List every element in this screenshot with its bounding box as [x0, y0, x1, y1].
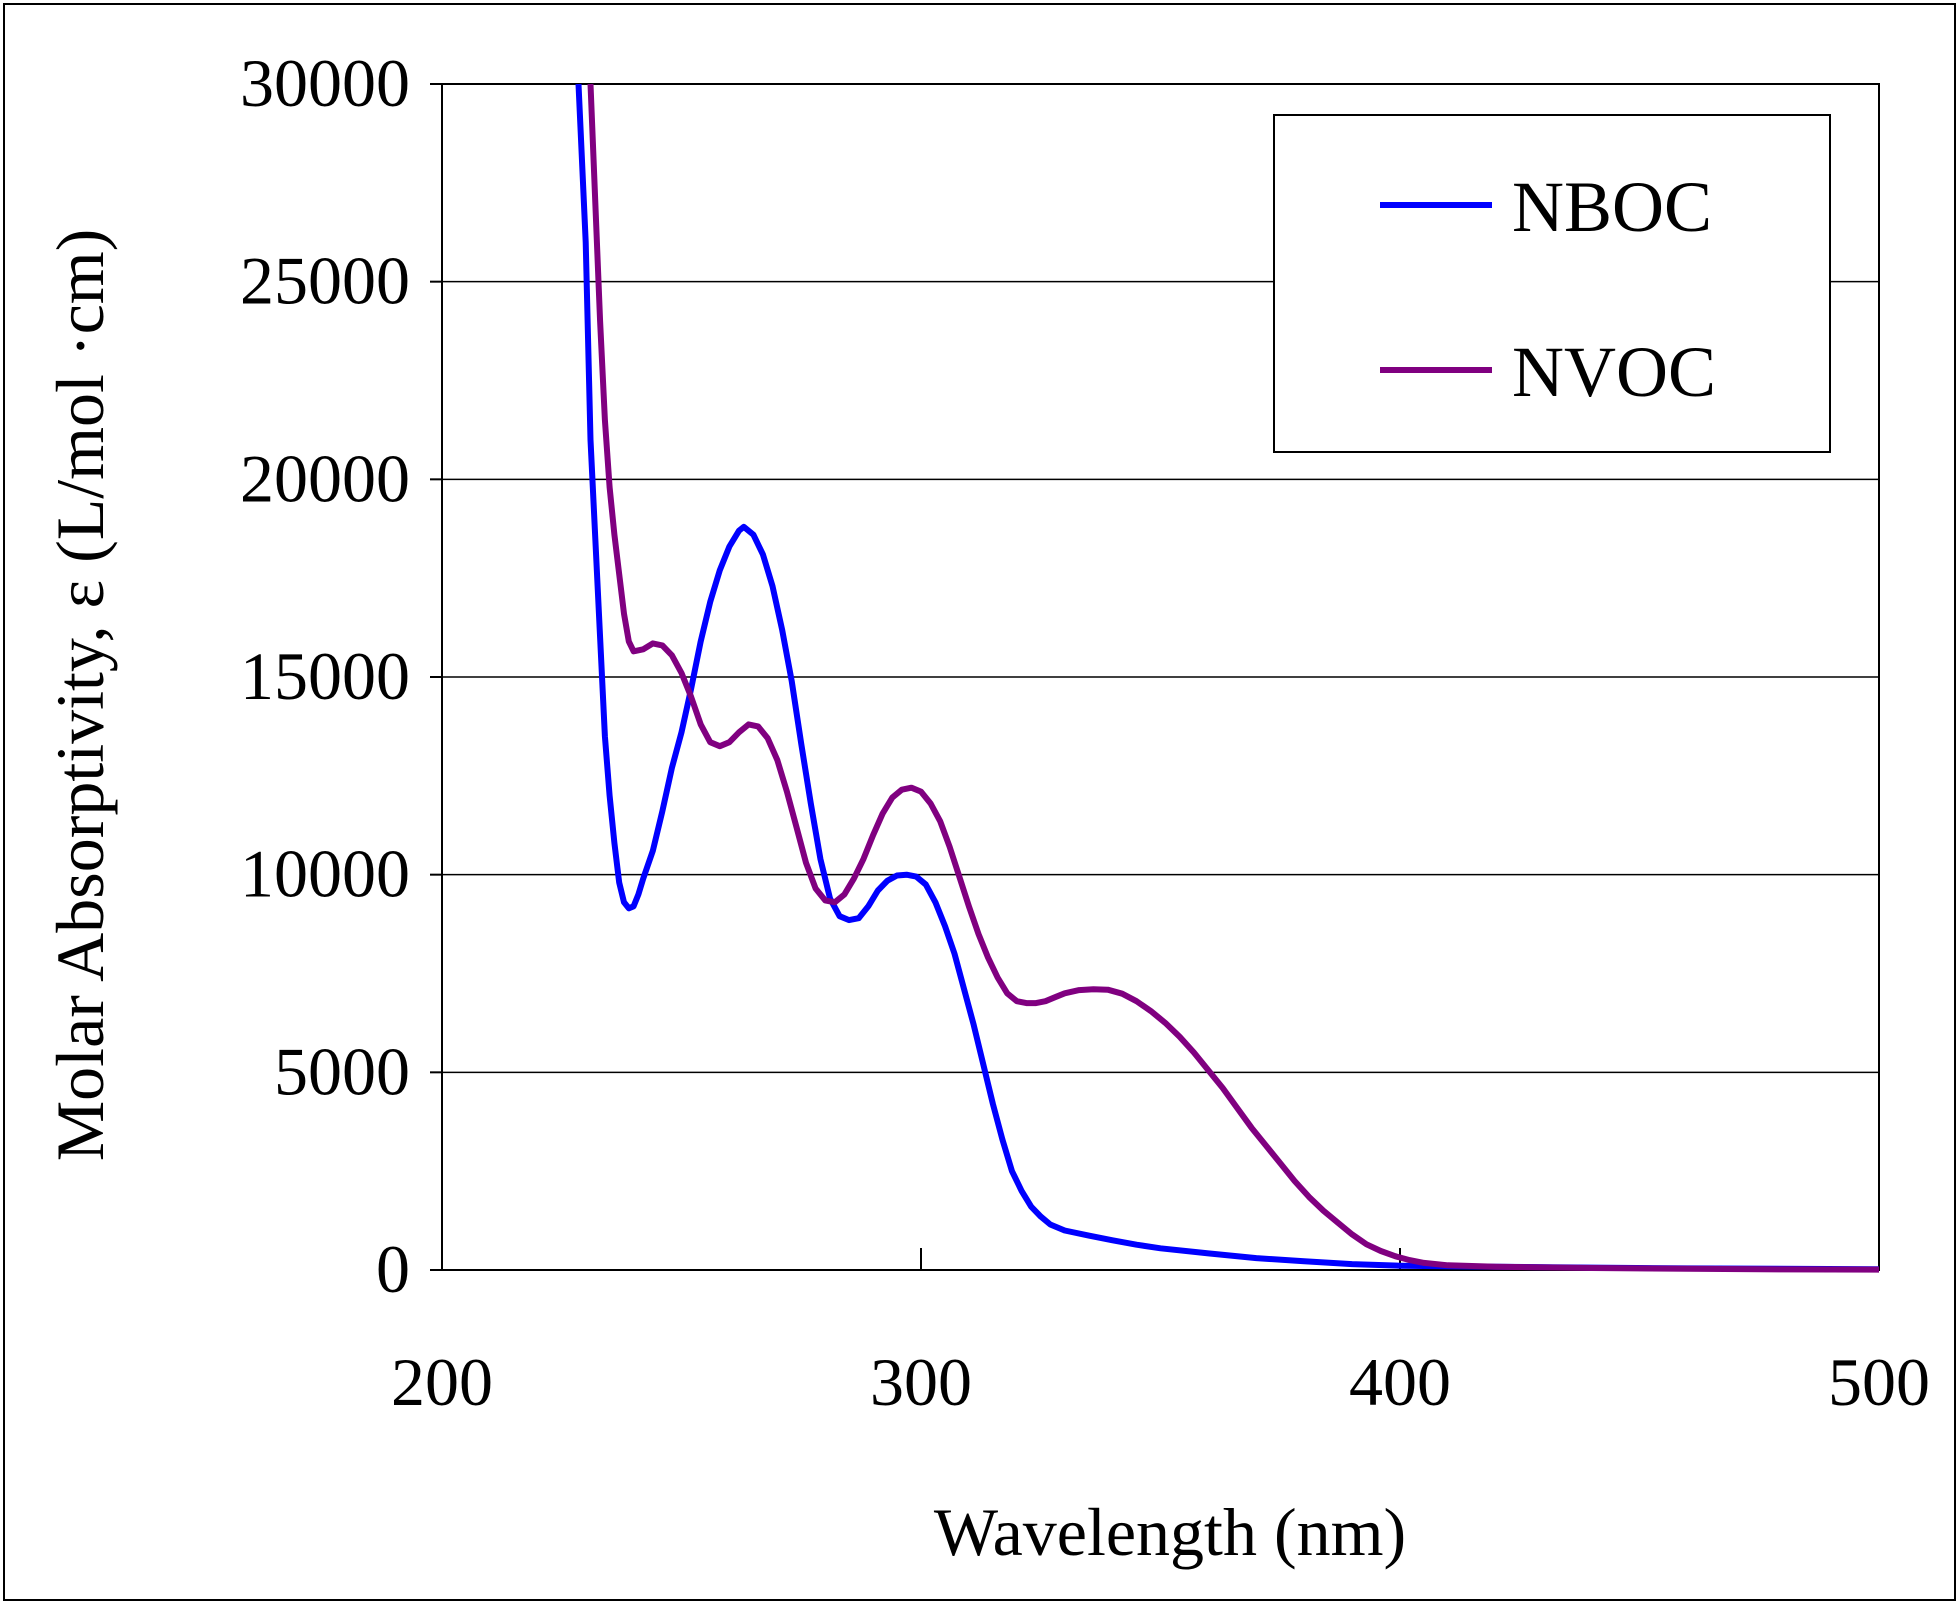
x-axis-ticks: 200 300 400 500: [391, 1248, 1930, 1420]
y-axis-title: Molar Absorptivity, ε (L/mol ·cm): [42, 229, 118, 1162]
x-tick-label-200: 200: [391, 1344, 493, 1420]
x-tick-label-500: 500: [1828, 1344, 1930, 1420]
y-tick-label-10000: 10000: [240, 836, 410, 912]
legend-label-nvoc: NVOC: [1512, 332, 1716, 412]
series-line-nboc: [575, 83, 1880, 1273]
legend-box: [1273, 114, 1831, 453]
y-tick-label-15000: 15000: [240, 638, 410, 714]
x-tick-label-300: 300: [870, 1344, 972, 1420]
y-tick-label-30000: 30000: [240, 45, 410, 121]
x-tick-label-400: 400: [1349, 1344, 1451, 1420]
y-tick-label-0: 0: [376, 1231, 410, 1307]
legend-label-nboc: NBOC: [1512, 167, 1712, 247]
x-axis-title: Wavelength (nm): [934, 1494, 1406, 1570]
y-tick-label-5000: 5000: [274, 1033, 410, 1109]
series-line-nvoc: [587, 83, 1880, 1273]
y-tick-label-25000: 25000: [240, 243, 410, 319]
y-tick-label-20000: 20000: [240, 440, 410, 516]
y-axis-ticks: 0 5000 10000 15000 20000 25000 30000: [240, 45, 442, 1307]
legend: NBOC NVOC: [1273, 114, 1831, 453]
series-lines: [575, 83, 1880, 1273]
